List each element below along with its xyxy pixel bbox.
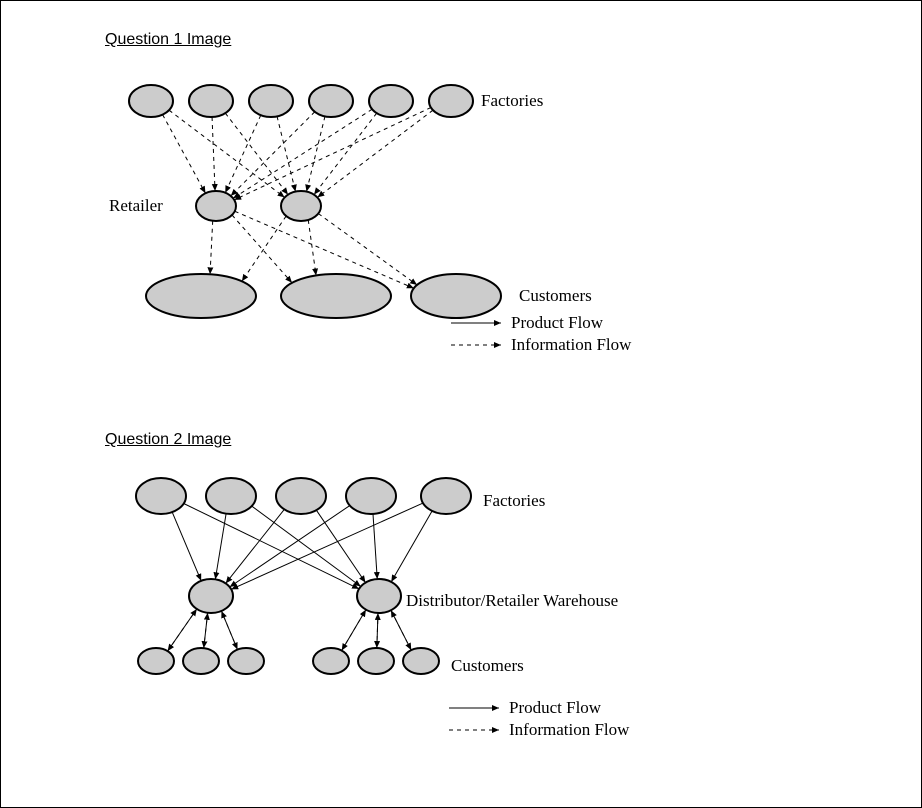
factory-node xyxy=(421,478,471,514)
edge xyxy=(277,116,295,191)
factory-node xyxy=(309,85,353,117)
edge xyxy=(306,116,324,191)
edge xyxy=(308,220,316,276)
distributor-node xyxy=(357,579,401,613)
factory-node xyxy=(189,85,233,117)
edge xyxy=(391,511,432,582)
legend-1: Product Flow Information Flow xyxy=(451,311,711,361)
distributor-node xyxy=(189,579,233,613)
edge xyxy=(230,506,350,587)
edge xyxy=(314,113,377,194)
edge xyxy=(252,506,361,586)
customer-node xyxy=(281,274,391,318)
edge xyxy=(210,221,213,275)
page: Question 1 Image Factories Retailer Cust… xyxy=(0,0,922,808)
retailer-node xyxy=(281,191,321,221)
customer-node xyxy=(313,648,349,674)
factory-node xyxy=(369,85,413,117)
factory-node xyxy=(206,478,256,514)
legend-label: Information Flow xyxy=(509,720,630,739)
customer-node xyxy=(403,648,439,674)
factory-node xyxy=(276,478,326,514)
factory-node xyxy=(429,85,473,117)
edge xyxy=(226,509,285,583)
edge xyxy=(225,115,261,193)
customer-node xyxy=(228,648,264,674)
edge xyxy=(212,117,215,191)
question-1-heading: Question 1 Image xyxy=(105,31,231,49)
customer-node xyxy=(183,648,219,674)
edge xyxy=(242,216,286,281)
customers-label-2: Customers xyxy=(451,656,524,676)
legend-2: Product Flow Information Flow xyxy=(449,696,709,746)
distributor-label: Distributor/Retailer Warehouse xyxy=(406,591,618,611)
edge xyxy=(233,109,372,198)
factory-node xyxy=(346,478,396,514)
factory-node xyxy=(129,85,173,117)
retailer-node xyxy=(196,191,236,221)
factory-node xyxy=(136,478,186,514)
customer-node xyxy=(358,648,394,674)
customer-node xyxy=(146,274,256,318)
customers-label-1: Customers xyxy=(519,286,592,306)
retailer-label: Retailer xyxy=(109,196,163,216)
edge xyxy=(234,108,431,200)
legend-label: Product Flow xyxy=(509,698,602,717)
edge xyxy=(169,110,285,197)
edge xyxy=(184,504,359,589)
question-2-heading: Question 2 Image xyxy=(105,431,231,449)
edge xyxy=(232,215,292,283)
factories-label-2: Factories xyxy=(483,491,545,511)
edge xyxy=(172,512,201,581)
legend-label: Information Flow xyxy=(511,335,632,354)
factory-node xyxy=(249,85,293,117)
edge xyxy=(391,610,411,650)
edge xyxy=(317,110,433,197)
legend-label: Product Flow xyxy=(511,313,604,332)
factories-label-1: Factories xyxy=(481,91,543,111)
customer-node xyxy=(138,648,174,674)
edge xyxy=(163,115,206,194)
